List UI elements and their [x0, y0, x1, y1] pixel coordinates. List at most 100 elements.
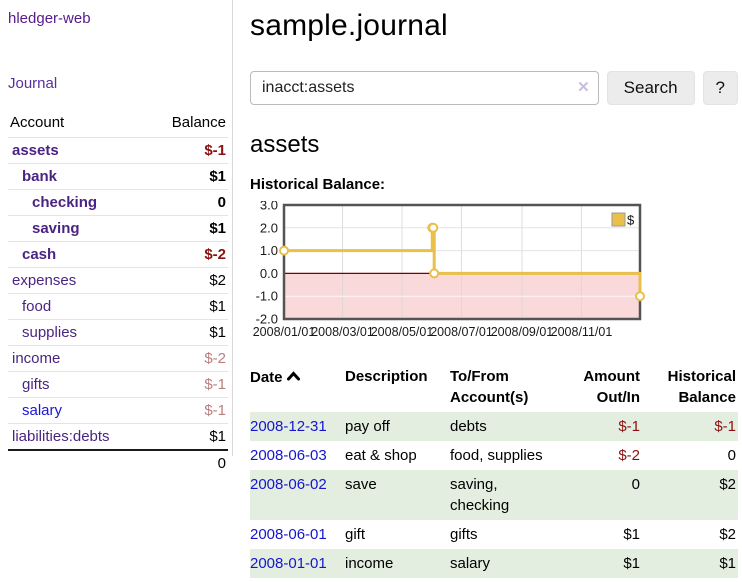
svg-text:-1.0: -1.0 — [256, 289, 278, 304]
account-link[interactable]: bank — [22, 168, 58, 185]
brand-link[interactable]: hledger-web — [8, 10, 91, 27]
account-row: expenses $2 — [8, 267, 228, 293]
transaction-date-link[interactable]: 2008-01-01 — [250, 555, 327, 572]
account-link[interactable]: checking — [32, 194, 98, 211]
svg-text:-2.0: -2.0 — [256, 312, 278, 327]
account-balance: $1 — [209, 324, 226, 341]
svg-text:$: $ — [627, 213, 635, 228]
account-row: bank $1 — [8, 163, 228, 189]
account-balance: $1 — [209, 168, 226, 185]
account-link[interactable]: gifts — [22, 376, 50, 393]
svg-text:3.0: 3.0 — [260, 201, 278, 213]
transaction-amount: $1 — [623, 526, 640, 543]
account-column-header: Account — [10, 114, 65, 131]
transaction-balance: $2 — [719, 526, 736, 543]
accounts-table-header: Account Balance — [8, 110, 228, 137]
page-title: sample.journal — [250, 9, 448, 42]
search-bar: ✕ Search ? — [250, 71, 738, 105]
accounts-total-row: 0 — [8, 449, 228, 476]
chart-label: Historical Balance: — [250, 176, 386, 193]
account-link[interactable]: supplies — [22, 324, 78, 341]
account-link[interactable]: liabilities:debts — [12, 428, 110, 445]
account-row: gifts $-1 — [8, 371, 228, 397]
transaction-row: 2008-12-31 pay off debts $-1 $-1 — [250, 412, 738, 441]
main-content: sample.journal ✕ Search ? assets Histori… — [250, 0, 738, 578]
svg-text:2008/03/01: 2008/03/01 — [311, 325, 374, 339]
account-row: liabilities:debts $1 — [8, 423, 228, 449]
transaction-date-link[interactable]: 2008-06-02 — [250, 476, 327, 493]
transaction-description: gift — [345, 526, 366, 543]
account-balance: $1 — [209, 220, 226, 237]
svg-text:2008/05/01: 2008/05/01 — [371, 325, 434, 339]
transaction-description: pay off — [345, 418, 390, 435]
transaction-balance: $-1 — [714, 418, 736, 435]
account-balance: $-2 — [204, 350, 226, 367]
sidebar: hledger-web Journal Account Balance asse… — [0, 0, 233, 472]
accounts-total-value: 0 — [217, 455, 226, 472]
transaction-date-link[interactable]: 2008-06-01 — [250, 526, 327, 543]
register-table: Date Description To/From Account(s) Amou… — [250, 362, 738, 578]
search-help-button[interactable]: ? — [702, 71, 738, 105]
transaction-balance: $1 — [719, 555, 736, 572]
amount-column-header: Amount Out/In — [583, 368, 640, 406]
search-input[interactable] — [250, 71, 599, 105]
transaction-amount: $1 — [623, 555, 640, 572]
account-row: checking 0 — [8, 189, 228, 215]
account-link[interactable]: cash — [22, 246, 57, 263]
sidebar-item-journal[interactable]: Journal — [8, 75, 58, 92]
date-column-header[interactable]: Date — [250, 362, 345, 392]
account-link[interactable]: saving — [32, 220, 80, 237]
chart-canvas: 3.0 2.0 1.0 0.0 -1.0 -2.02008/01/012008/03/01… — [253, 198, 645, 339]
register-table-header: Date Description To/From Account(s) Amou… — [250, 362, 738, 412]
svg-text:2008/11/01: 2008/11/01 — [551, 325, 613, 339]
transaction-balance: $2 — [719, 476, 736, 493]
account-balance: $1 — [209, 298, 226, 315]
transaction-accounts: saving, checking — [450, 476, 510, 514]
account-row: supplies $1 — [8, 319, 228, 345]
transaction-balance: 0 — [727, 447, 736, 464]
transaction-description: save — [345, 476, 377, 493]
account-balance: $-1 — [204, 376, 226, 393]
account-row: saving $1 — [8, 215, 228, 241]
historical-balance-chart: 3.0 2.0 1.0 0.0 -1.0 -2.0 2008/01/01 2008/03/01… — [250, 198, 650, 347]
balance-column-header: Balance — [171, 114, 226, 131]
transaction-date-link[interactable]: 2008-12-31 — [250, 418, 327, 435]
transaction-accounts: food, supplies — [450, 447, 543, 464]
account-link[interactable]: expenses — [12, 272, 77, 289]
account-link[interactable]: income — [12, 350, 61, 367]
transaction-date-link[interactable]: 2008-06-03 — [250, 447, 327, 464]
transaction-amount: $-1 — [618, 418, 640, 435]
transaction-row: 2008-06-01 gift gifts $1 $2 — [250, 520, 738, 549]
svg-text:2008/09/01: 2008/09/01 — [491, 325, 554, 339]
sort-ascending-icon — [286, 366, 300, 387]
transaction-accounts: debts — [450, 418, 487, 435]
clear-search-icon[interactable]: ✕ — [577, 79, 590, 96]
account-row: food $1 — [8, 293, 228, 319]
transaction-amount: $-2 — [618, 447, 640, 464]
svg-text:0.0: 0.0 — [260, 266, 278, 281]
svg-text:1.0: 1.0 — [260, 243, 278, 258]
account-balance: $-2 — [204, 246, 226, 263]
search-button[interactable]: Search — [606, 71, 695, 105]
account-balance: $-1 — [204, 142, 226, 159]
transaction-row: 2008-06-03 eat & shop food, supplies $-2… — [250, 441, 738, 470]
svg-text:2008/07/01: 2008/07/01 — [430, 325, 493, 339]
account-link[interactable]: salary — [22, 402, 63, 419]
transaction-accounts: salary — [450, 555, 491, 572]
account-row: assets $-1 — [8, 137, 228, 163]
account-link[interactable]: assets — [12, 142, 59, 159]
transaction-amount: 0 — [631, 476, 640, 493]
transaction-description: eat & shop — [345, 447, 417, 464]
description-column-header: Description — [345, 368, 428, 385]
transaction-accounts: gifts — [450, 526, 478, 543]
account-link[interactable]: food — [22, 298, 52, 315]
account-balance: $2 — [209, 272, 226, 289]
svg-text:2008/01/01: 2008/01/01 — [253, 325, 316, 339]
accounts-column-header: To/From Account(s) — [450, 368, 529, 406]
account-row: salary $-1 — [8, 397, 228, 423]
svg-text:2.0: 2.0 — [260, 220, 278, 235]
transaction-description: income — [345, 555, 394, 572]
accounts-table: Account Balance assets $-1 bank $1 check… — [8, 110, 228, 476]
account-balance: 0 — [217, 194, 226, 211]
account-heading: assets — [250, 131, 320, 158]
